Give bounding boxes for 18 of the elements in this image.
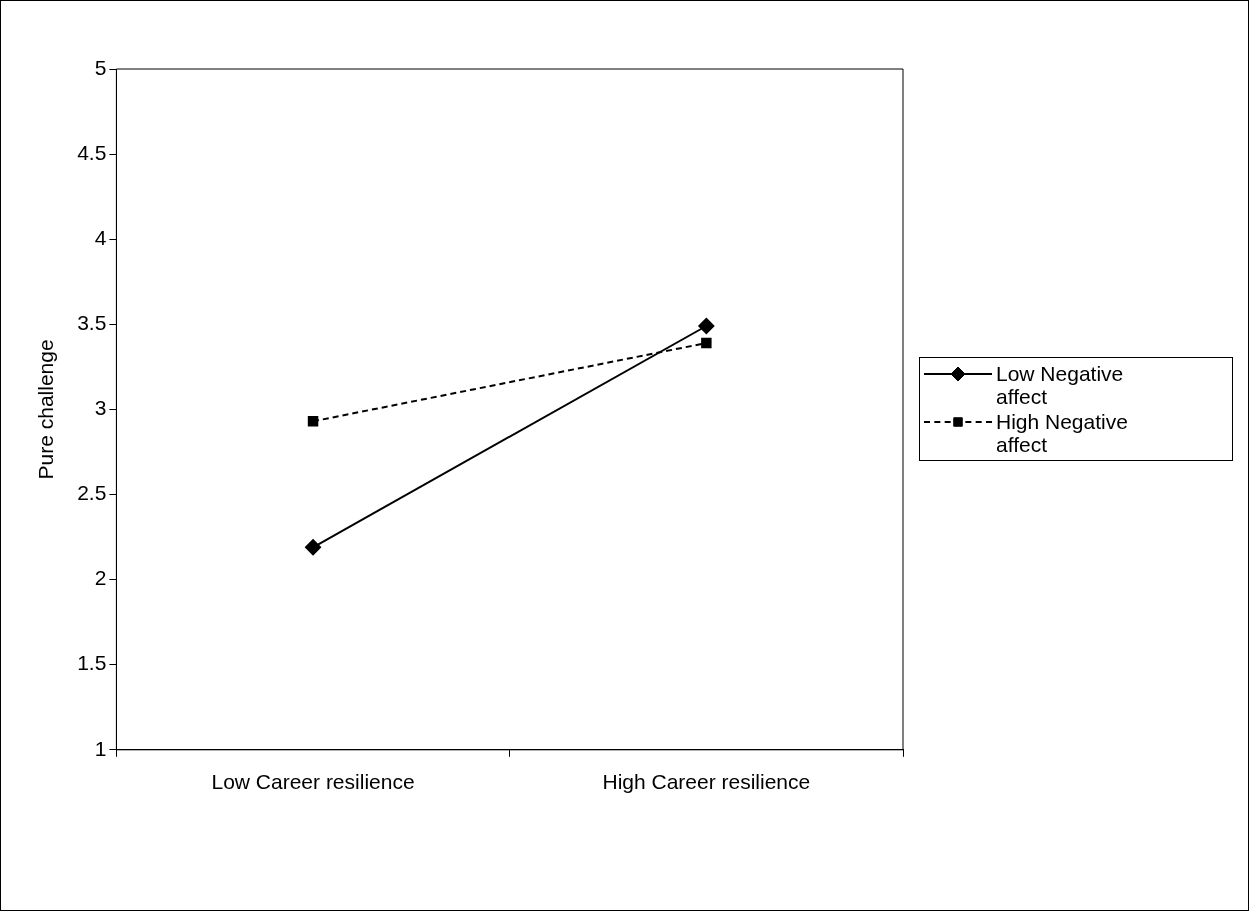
y-tick-label: 3 (94, 396, 107, 420)
y-tick-label: 5 (94, 55, 107, 79)
point (305, 539, 322, 556)
legend-label: Low Negative affect (996, 362, 1125, 409)
y-tick-label: 1.5 (77, 651, 107, 675)
x-tick-label: Low Career resilience (211, 770, 415, 794)
y-tick-label: 4 (94, 226, 107, 249)
legend-label: High Negative affect (996, 410, 1129, 457)
point (701, 337, 712, 349)
x-tick-label: High Career resilience (602, 770, 811, 794)
y-tick-label: 2.5 (77, 481, 107, 505)
y-axis-title: Pure challenge (34, 339, 58, 480)
y-tick-label: 1 (94, 736, 107, 760)
point (698, 318, 715, 334)
y-tick-label: 3.5 (77, 311, 107, 335)
y-tick-label: 2 (94, 566, 107, 590)
y-tick-label: 4.5 (77, 140, 107, 164)
point (307, 416, 319, 427)
